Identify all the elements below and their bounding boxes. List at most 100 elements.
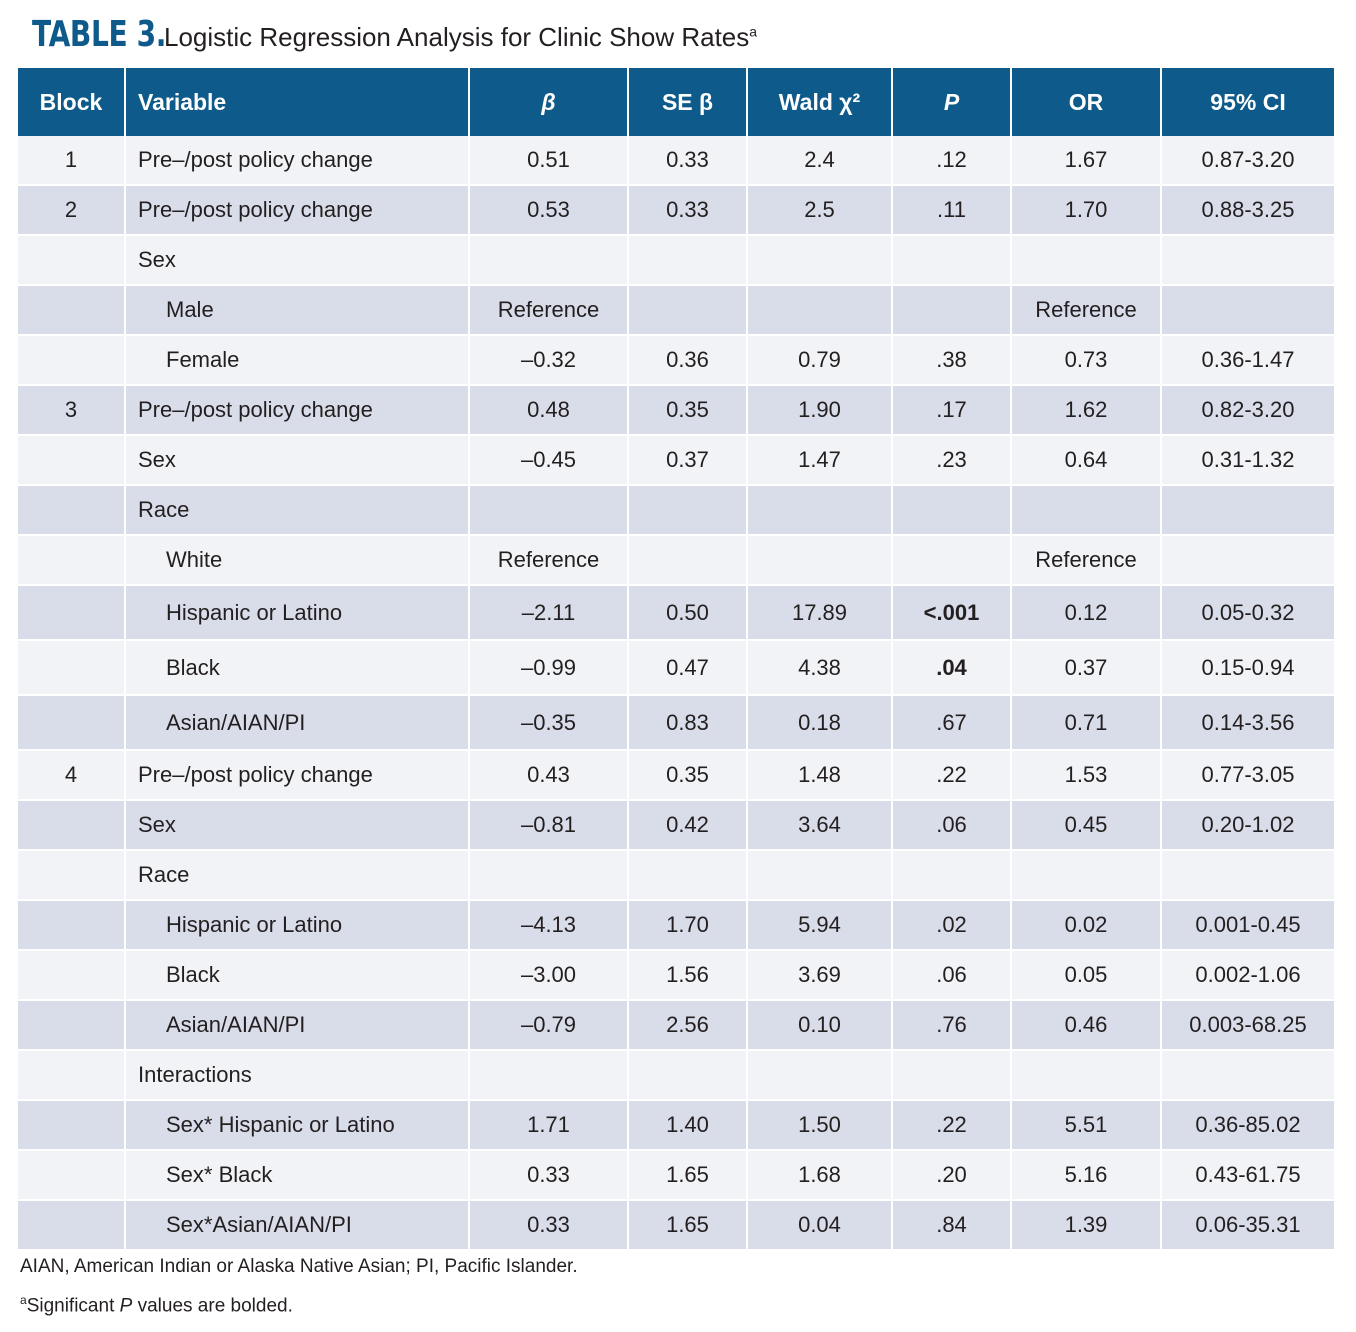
cell-p [892, 535, 1012, 586]
cell-ci [1161, 485, 1334, 536]
cell-ci: 0.14-3.56 [1161, 695, 1334, 751]
cell-wald: 1.68 [747, 1150, 893, 1201]
cell-beta [469, 485, 629, 536]
cell-variable: Female [125, 335, 470, 386]
cell-block [18, 1050, 126, 1101]
cell-block: 4 [18, 750, 126, 801]
cell-se: 0.37 [628, 435, 748, 486]
table-number: TABLE 3. [32, 14, 167, 55]
cell-block [18, 850, 126, 901]
cell-p [892, 235, 1012, 286]
table-row: 4 Pre–/post policy change 0.43 0.35 1.48.22 1… [18, 750, 1334, 801]
cell-p: .22 [892, 750, 1012, 801]
cell-or [1011, 1050, 1162, 1101]
cell-beta: –2.11 [469, 585, 629, 641]
abbreviation-note: AIAN, American Indian or Alaska Native A… [20, 1256, 578, 1277]
cell-wald [747, 485, 893, 536]
cell-wald: 0.04 [747, 1200, 893, 1251]
cell-block [18, 900, 126, 951]
table-row: Asian/AIAN/PI –0.79 2.56 0.10.76 0.46 0.003-6… [18, 1000, 1334, 1051]
cell-p [892, 1050, 1012, 1101]
cell-ci: 0.88-3.25 [1161, 185, 1334, 236]
cell-se [628, 535, 748, 586]
cell-beta: 0.51 [469, 136, 629, 186]
cell-or: 1.62 [1011, 385, 1162, 436]
cell-block [18, 1200, 126, 1251]
cell-se: 0.33 [628, 136, 748, 186]
cell-wald: 1.50 [747, 1100, 893, 1151]
cell-wald [747, 535, 893, 586]
cell-se [628, 1050, 748, 1101]
cell-p: .20 [892, 1150, 1012, 1201]
cell-or: 1.39 [1011, 1200, 1162, 1251]
table-row: Black –3.00 1.56 3.69.06 0.05 0.002-1.06 [18, 950, 1334, 1001]
cell-variable: Black [125, 950, 470, 1001]
cell-beta: 1.71 [469, 1100, 629, 1151]
cell-se: 1.56 [628, 950, 748, 1001]
cell-or: 0.02 [1011, 900, 1162, 951]
cell-se: 1.65 [628, 1200, 748, 1251]
cell-or: 0.05 [1011, 950, 1162, 1001]
cell-or: 0.12 [1011, 585, 1162, 641]
cell-block [18, 335, 126, 386]
cell-variable: Pre–/post policy change [125, 385, 470, 436]
cell-se: 2.56 [628, 1000, 748, 1051]
cell-ci [1161, 235, 1334, 286]
cell-p: .84 [892, 1200, 1012, 1251]
cell-ci: 0.36-1.47 [1161, 335, 1334, 386]
cell-wald: 0.10 [747, 1000, 893, 1051]
cell-or: 0.46 [1011, 1000, 1162, 1051]
cell-p: .22 [892, 1100, 1012, 1151]
table-row: Sex*Asian/AIAN/PI 0.33 1.65 0.04.84 1.39 0.06… [18, 1200, 1334, 1251]
table-row: Hispanic or Latino –4.13 1.70 5.94.02 0.02 0.… [18, 900, 1334, 951]
table-row: Sex* Hispanic or Latino 1.71 1.40 1.50.22 5.… [18, 1100, 1334, 1151]
cell-wald: 2.5 [747, 185, 893, 236]
cell-or: 1.67 [1011, 136, 1162, 186]
cell-variable: Asian/AIAN/PI [125, 1000, 470, 1051]
cell-p: .67 [892, 695, 1012, 751]
cell-p [892, 285, 1012, 336]
cell-p: .17 [892, 385, 1012, 436]
cell-p: .11 [892, 185, 1012, 236]
cell-or: 0.64 [1011, 435, 1162, 486]
cell-p: .38 [892, 335, 1012, 386]
cell-block: 2 [18, 185, 126, 236]
cell-se: 1.65 [628, 1150, 748, 1201]
cell-p [892, 485, 1012, 536]
cell-ci: 0.43-61.75 [1161, 1150, 1334, 1201]
cell-wald: 4.38 [747, 640, 893, 696]
cell-block [18, 585, 126, 641]
cell-se: 0.35 [628, 750, 748, 801]
header-beta: β [469, 68, 629, 136]
header-p: P [892, 68, 1012, 136]
cell-or [1011, 485, 1162, 536]
cell-block [18, 235, 126, 286]
regression-table: Block Variable β SE β Wald χ² P OR 95% C… [18, 68, 1334, 1251]
table-row: Sex –0.45 0.37 1.47.23 0.64 0.31-1.32 [18, 435, 1334, 486]
cell-or [1011, 850, 1162, 901]
table-row: White Reference Reference [18, 535, 1334, 586]
cell-beta [469, 1050, 629, 1101]
cell-or: 5.51 [1011, 1100, 1162, 1151]
cell-variable: Sex [125, 800, 470, 851]
cell-wald: 17.89 [747, 585, 893, 641]
cell-beta: 0.53 [469, 185, 629, 236]
cell-ci [1161, 285, 1334, 336]
cell-block [18, 535, 126, 586]
cell-p: .02 [892, 900, 1012, 951]
cell-wald [747, 850, 893, 901]
cell-ci [1161, 850, 1334, 901]
cell-variable: Pre–/post policy change [125, 185, 470, 236]
cell-block [18, 485, 126, 536]
table-row: Female –0.32 0.36 0.79.38 0.73 0.36-1.47 [18, 335, 1334, 386]
cell-or: 0.45 [1011, 800, 1162, 851]
cell-beta: 0.48 [469, 385, 629, 436]
footnotes: AIAN, American Indian or Alaska Native A… [20, 1256, 578, 1332]
cell-ci: 0.77-3.05 [1161, 750, 1334, 801]
cell-se: 0.50 [628, 585, 748, 641]
table-row: Asian/AIAN/PI –0.35 0.83 0.18.67 0.71 0.14-3.… [18, 695, 1334, 751]
cell-se: 0.42 [628, 800, 748, 851]
cell-block [18, 695, 126, 751]
cell-ci: 0.003-68.25 [1161, 1000, 1334, 1051]
cell-p: .04 [892, 640, 1012, 696]
